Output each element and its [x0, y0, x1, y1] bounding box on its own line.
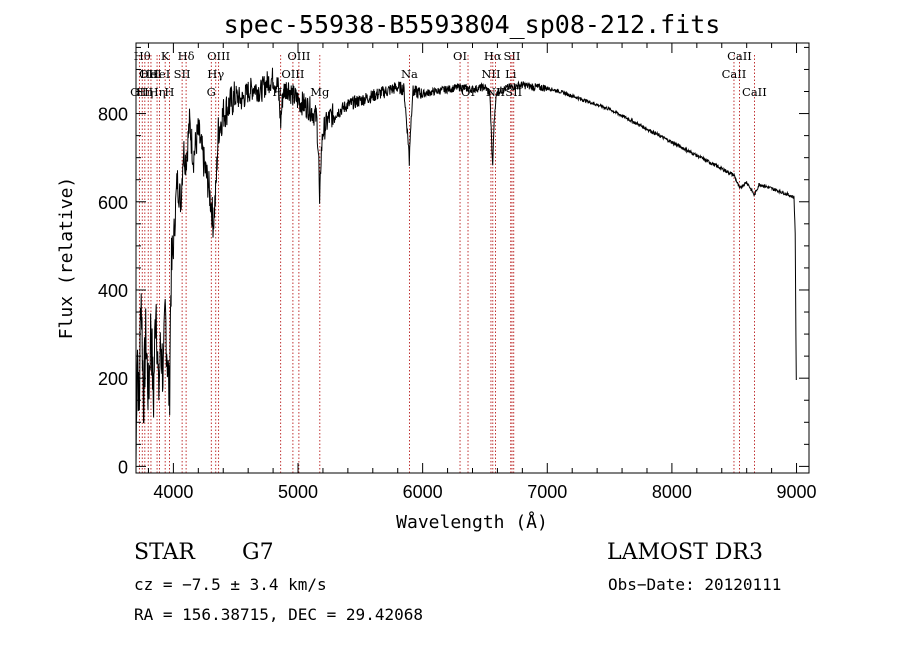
- object-subclass: G7: [242, 540, 274, 565]
- x-axis-label: Wavelength (Å): [396, 511, 548, 533]
- reference-line-label: OII: [139, 67, 158, 81]
- reference-line-label: CaII: [727, 49, 752, 63]
- reference-line-label: K: [161, 49, 170, 63]
- reference-line-label: G: [207, 85, 216, 99]
- y-tick-label: 600: [98, 193, 128, 213]
- reference-line-label: Hδ: [178, 49, 195, 63]
- reference-line-label: Hθ: [134, 49, 151, 63]
- x-tick-label: 6000: [403, 482, 443, 502]
- reference-line-label: Na: [401, 67, 418, 81]
- reference-line-label: OIII: [287, 49, 310, 63]
- reference-line-label: SII: [174, 67, 191, 81]
- reference-line-label: HeI: [140, 67, 161, 81]
- x-tick-label: 9000: [777, 482, 817, 502]
- plot-frame: [135, 42, 810, 474]
- reference-line-label: NII: [481, 67, 500, 81]
- reference-line-label: Hγ: [207, 67, 224, 81]
- observation-date: Obs−Date: 20120111: [608, 575, 781, 594]
- y-tick-label: 0: [118, 457, 128, 477]
- y-axis: 0 200 400 600 800: [98, 46, 809, 477]
- reference-line-label: H: [164, 85, 174, 99]
- reference-line-label: Mg: [310, 85, 330, 99]
- x-tick-label: 4000: [153, 482, 193, 502]
- reference-line-label: OI: [453, 49, 467, 63]
- survey-name: LAMOST DR3: [607, 540, 763, 565]
- y-axis-label: Flux (relative): [56, 177, 77, 340]
- redshift-cz: cz = −7.5 ± 3.4 km/s: [134, 575, 327, 594]
- reference-line-label: OIII: [207, 49, 230, 63]
- y-tick-label: 400: [98, 281, 128, 301]
- reference-line-label: Hα: [484, 49, 502, 63]
- coordinates: RA = 156.38715, DEC = 29.42068: [134, 605, 423, 624]
- reference-line-label: CaII: [742, 85, 767, 99]
- y-tick-label: 200: [98, 369, 128, 389]
- reference-line-label: CaII: [722, 67, 747, 81]
- reference-line-label: Hη: [149, 85, 166, 99]
- reference-line-label: OIII: [281, 67, 304, 81]
- x-tick-label: 5000: [278, 482, 318, 502]
- x-tick-label: 7000: [527, 482, 567, 502]
- x-axis: 4000 5000 6000 7000 8000 9000: [147, 43, 817, 502]
- reference-line-label: HeI: [149, 67, 170, 81]
- reference-line-label: SII: [504, 49, 521, 63]
- reference-line-label: Li: [505, 67, 517, 81]
- reference-line-label: Hη: [136, 85, 153, 99]
- x-tick-label: 8000: [652, 482, 692, 502]
- object-class: STAR: [134, 540, 196, 565]
- y-tick-label: 800: [98, 105, 128, 125]
- chart-title: spec-55938-B5593804_sp08-212.fits: [224, 10, 721, 39]
- flux-series-line: [135, 67, 797, 468]
